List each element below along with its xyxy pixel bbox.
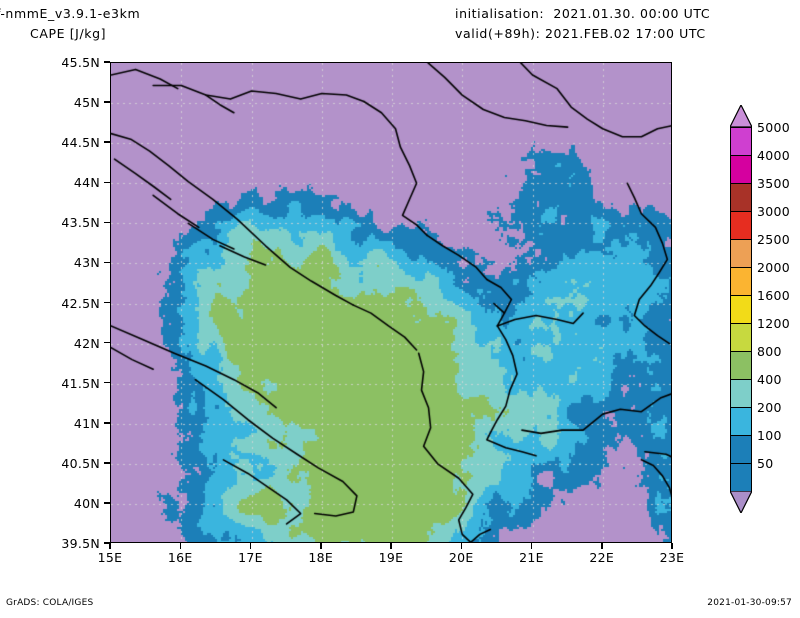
y-axis-label: 40.5N [61, 455, 100, 471]
colorbar-band [731, 324, 751, 352]
y-axis-tick [104, 381, 110, 384]
colorbar-tick-label: 1200 [757, 316, 791, 331]
y-axis-tick [104, 341, 110, 344]
y-axis-tick [104, 221, 110, 224]
x-axis-tick [249, 543, 252, 549]
credit-text: GrADS: COLA/IGES [6, 598, 94, 608]
x-axis-label: 22E [589, 550, 615, 565]
x-axis-label: 23E [659, 550, 685, 565]
y-axis-tick [104, 181, 110, 183]
colorbar-tick-label: 2000 [757, 260, 791, 275]
y-axis-tick [104, 101, 110, 103]
colorbar-under-arrow-icon [730, 491, 752, 513]
colorbar-tick-label: 4000 [757, 148, 791, 163]
y-axis-tick [104, 261, 110, 264]
colorbar-band [731, 212, 751, 240]
x-axis-tick [320, 543, 322, 549]
y-axis-label: 44N [73, 175, 100, 191]
y-axis-label: 42N [73, 335, 100, 351]
colorbar-tick-label: 3000 [757, 204, 791, 219]
y-axis-label: 44.5N [61, 135, 100, 151]
model-title: f-nmmE_v3.9.1-e3km [0, 6, 141, 21]
colorbar-band [731, 240, 751, 268]
y-axis-label: 45N [73, 95, 100, 111]
colorbar-band [731, 436, 751, 464]
colorbar-tick-label: 2500 [757, 232, 791, 247]
y-axis-tick [104, 462, 110, 464]
colorbar-tick-label: 400 [757, 372, 782, 387]
colorbar-tick-label: 50 [757, 456, 774, 471]
x-axis-label: 18E [308, 550, 334, 565]
colorbar-band [731, 408, 751, 436]
x-axis-tick [460, 543, 462, 549]
colorbar-tick-label: 100 [757, 428, 782, 443]
valid-time: valid(+89h): 2021.FEB.02 17:00 UTC [455, 26, 706, 41]
colorbar-band [731, 268, 751, 296]
colorbar-tick-label: 200 [757, 400, 782, 415]
colorbar-band [731, 464, 751, 492]
y-axis-label: 41N [73, 415, 100, 431]
x-axis-tick [390, 543, 392, 549]
colorbar-over-arrow-icon [730, 105, 752, 127]
y-axis-label: 40N [73, 495, 100, 511]
colorbar-bands [730, 127, 752, 492]
y-axis-label: 42.5N [61, 295, 100, 311]
colorbar-band [731, 184, 751, 212]
y-axis-label: 45.5N [61, 55, 100, 70]
map-plot-area[interactable] [110, 62, 672, 543]
colorbar-tick-label: 3500 [757, 176, 791, 191]
y-axis-label: 41.5N [61, 375, 100, 391]
initialisation-time: initialisation: 2021.01.30. 00:00 UTC [455, 6, 711, 21]
cape-field-raster [111, 63, 671, 542]
y-axis-tick [104, 301, 110, 304]
colorbar-band [731, 156, 751, 184]
y-axis-label: 43N [73, 255, 100, 271]
x-axis-label: 21E [519, 550, 544, 565]
x-axis-label: 17E [238, 550, 263, 565]
x-axis-label: 19E [378, 550, 404, 565]
colorbar-band [731, 128, 751, 156]
colorbar-band [731, 352, 751, 380]
y-axis-tick [104, 502, 110, 504]
variable-title: CAPE [J/kg] [30, 26, 107, 41]
x-axis-label: 16E [167, 550, 193, 565]
colorbar-tick-label: 800 [757, 344, 782, 359]
y-axis-tick [104, 542, 110, 544]
y-axis-label: 43.5N [61, 215, 100, 231]
colorbar-band [731, 296, 751, 324]
x-axis-label: 15E [97, 550, 123, 565]
colorbar-band [731, 380, 751, 408]
y-axis-tick [104, 422, 110, 424]
colorbar-tick-label: 1600 [757, 288, 791, 303]
x-axis-tick [109, 543, 111, 549]
y-axis-tick [104, 141, 110, 143]
x-axis-label: 20E [448, 550, 474, 565]
timestamp-text: 2021-01-30-09:57 [707, 598, 792, 608]
y-axis-tick [104, 61, 110, 63]
x-axis-tick [179, 543, 181, 549]
y-axis-label: 39.5N [61, 536, 100, 551]
x-axis-tick [530, 543, 533, 549]
x-axis-tick [601, 543, 603, 549]
x-axis-tick [671, 543, 673, 549]
colorbar-tick-label: 5000 [757, 120, 791, 135]
